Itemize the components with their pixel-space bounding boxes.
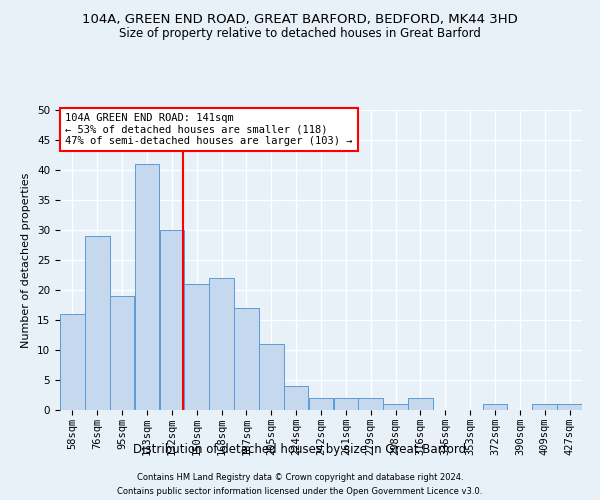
Bar <box>60 314 85 410</box>
Bar <box>408 398 433 410</box>
Bar <box>259 344 284 410</box>
Bar <box>234 308 259 410</box>
Bar <box>284 386 308 410</box>
Bar <box>482 404 508 410</box>
Bar <box>383 404 408 410</box>
Text: Distribution of detached houses by size in Great Barford: Distribution of detached houses by size … <box>133 442 467 456</box>
Bar <box>134 164 160 410</box>
Bar <box>308 398 334 410</box>
Text: Contains public sector information licensed under the Open Government Licence v3: Contains public sector information licen… <box>118 488 482 496</box>
Y-axis label: Number of detached properties: Number of detached properties <box>22 172 31 348</box>
Text: Contains HM Land Registry data © Crown copyright and database right 2024.: Contains HM Land Registry data © Crown c… <box>137 472 463 482</box>
Text: 104A GREEN END ROAD: 141sqm
← 53% of detached houses are smaller (118)
47% of se: 104A GREEN END ROAD: 141sqm ← 53% of det… <box>65 113 353 146</box>
Bar <box>110 296 134 410</box>
Bar <box>160 230 184 410</box>
Bar <box>358 398 383 410</box>
Bar <box>557 404 582 410</box>
Bar <box>209 278 234 410</box>
Bar <box>85 236 110 410</box>
Text: 104A, GREEN END ROAD, GREAT BARFORD, BEDFORD, MK44 3HD: 104A, GREEN END ROAD, GREAT BARFORD, BED… <box>82 12 518 26</box>
Bar <box>334 398 358 410</box>
Bar <box>532 404 557 410</box>
Text: Size of property relative to detached houses in Great Barford: Size of property relative to detached ho… <box>119 28 481 40</box>
Bar <box>184 284 209 410</box>
